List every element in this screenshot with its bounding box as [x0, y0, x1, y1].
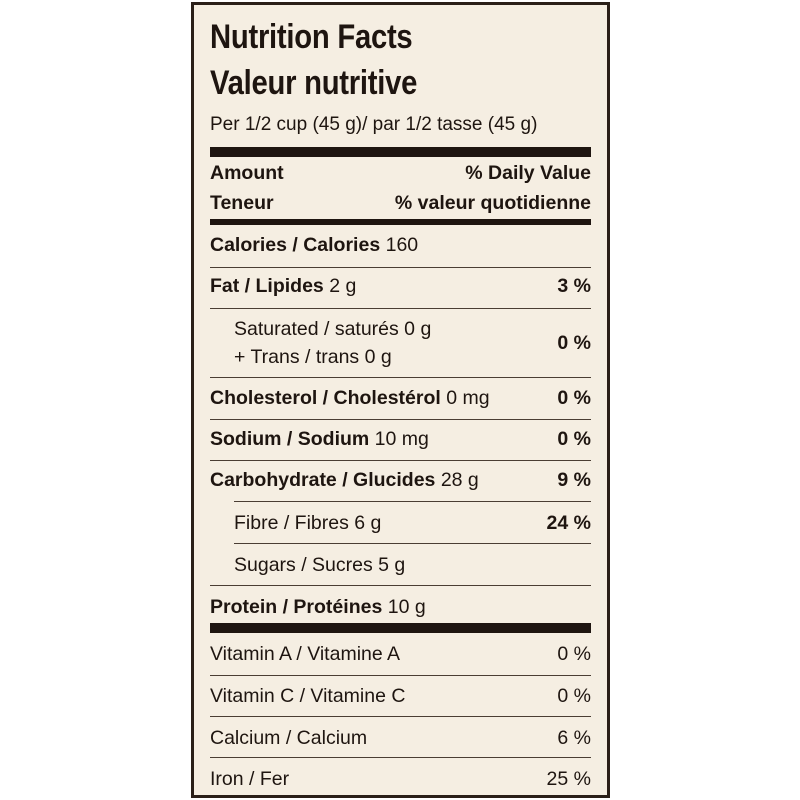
sodium-row: Sodium / Sodium 10 mg 0 % — [210, 427, 591, 451]
calories-row: Calories / Calories 160 — [210, 233, 591, 257]
nutrition-facts-panel: Nutrition Facts Valeur nutritive Per 1/2… — [191, 2, 610, 798]
iron-row: Iron / Fer 25 % — [210, 767, 591, 791]
divider — [210, 308, 591, 309]
medium-rule — [210, 219, 591, 225]
teneur-label: Teneur — [210, 192, 274, 214]
iron-label: Iron / Fer — [210, 768, 290, 790]
cholesterol-amount: 0 mg — [446, 387, 490, 409]
serving-size: Per 1/2 cup (45 g)/ par 1/2 tasse (45 g) — [210, 114, 538, 135]
panel-title: Nutrition Facts — [210, 18, 413, 56]
divider — [210, 585, 591, 586]
vitamin-a-label: Vitamin A / Vitamine A — [210, 643, 401, 665]
divider — [210, 419, 591, 420]
sodium-amount: 10 mg — [374, 428, 429, 450]
sugars-label: Sugars / Sucres 5 g — [234, 554, 406, 576]
fibre-label: Fibre / Fibres 6 g — [234, 512, 382, 534]
saturated-row: Saturated / saturés 0 g + Trans / trans … — [210, 315, 591, 371]
divider — [234, 543, 591, 544]
calories-value: 160 — [385, 234, 419, 256]
calories-label: Calories / Calories — [210, 234, 381, 256]
carbohydrate-row: Carbohydrate / Glucides 28 g 9 % — [210, 468, 591, 492]
iron-pct: 25 % — [546, 768, 591, 790]
thick-rule — [210, 623, 591, 633]
fat-label: Fat / Lipides — [210, 275, 324, 297]
carbohydrate-amount: 28 g — [440, 469, 479, 491]
vitamin-c-pct: 0 % — [557, 685, 591, 707]
cholesterol-pct: 0 % — [557, 387, 591, 409]
valeur-quotidienne-label: % valeur quotidienne — [394, 192, 591, 214]
sodium-label: Sodium / Sodium — [210, 428, 370, 450]
divider — [234, 501, 591, 502]
fat-amount: 2 g — [329, 275, 357, 297]
trans-line: + Trans / trans 0 g — [234, 346, 392, 368]
divider — [210, 757, 591, 758]
fat-row: Fat / Lipides 2 g 3 % — [210, 274, 591, 298]
calcium-label: Calcium / Calcium — [210, 727, 368, 749]
vitamin-a-pct: 0 % — [557, 643, 591, 665]
cholesterol-row: Cholesterol / Cholestérol 0 mg 0 % — [210, 386, 591, 410]
calcium-pct: 6 % — [557, 727, 591, 749]
cholesterol-label: Cholesterol / Cholestérol — [210, 387, 441, 409]
protein-row: Protein / Protéines 10 g — [210, 595, 591, 619]
fibre-row: Fibre / Fibres 6 g 24 % — [210, 511, 591, 535]
vitamin-a-row: Vitamin A / Vitamine A 0 % — [210, 642, 591, 666]
calcium-row: Calcium / Calcium 6 % — [210, 726, 591, 750]
divider — [210, 675, 591, 676]
thick-rule — [210, 147, 591, 157]
amount-label: Amount — [210, 162, 284, 184]
header-row-en: Amount % Daily Value — [210, 161, 591, 185]
nutrition-facts-content: Nutrition Facts Valeur nutritive Per 1/2… — [210, 5, 591, 795]
vitamin-c-row: Vitamin C / Vitamine C 0 % — [210, 684, 591, 708]
divider — [210, 460, 591, 461]
header-row-fr: Teneur % valeur quotidienne — [210, 191, 591, 215]
divider — [210, 716, 591, 717]
vitamin-c-label: Vitamin C / Vitamine C — [210, 685, 406, 707]
daily-value-label: % Daily Value — [465, 162, 591, 184]
panel-title-fr: Valeur nutritive — [210, 64, 418, 102]
fat-pct: 3 % — [557, 275, 591, 297]
saturated-pct: 0 % — [557, 332, 591, 354]
saturated-line: Saturated / saturés 0 g — [234, 318, 432, 340]
carbohydrate-label: Carbohydrate / Glucides — [210, 469, 436, 491]
sugars-row: Sugars / Sucres 5 g — [210, 553, 591, 577]
sodium-pct: 0 % — [557, 428, 591, 450]
protein-amount: 10 g — [387, 596, 426, 618]
divider — [210, 267, 591, 268]
protein-label: Protein / Protéines — [210, 596, 383, 618]
fibre-pct: 24 % — [546, 512, 591, 534]
carbohydrate-pct: 9 % — [557, 469, 591, 491]
divider — [210, 377, 591, 378]
